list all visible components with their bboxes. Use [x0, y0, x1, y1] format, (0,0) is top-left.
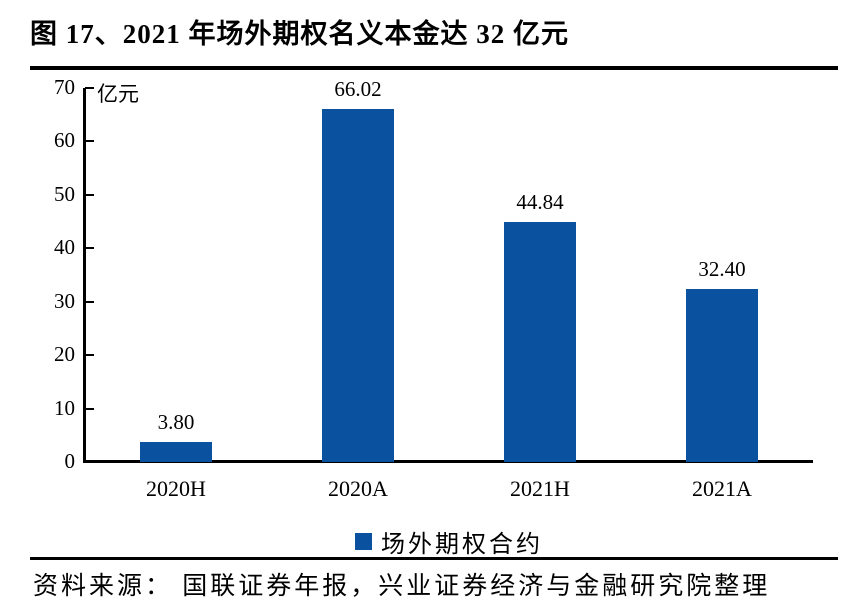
- y-tick-label: 20: [54, 342, 75, 367]
- legend-label: 场外期权合约: [381, 532, 543, 558]
- chart-legend: 场外期权合约: [85, 524, 813, 559]
- y-tick-label: 70: [54, 75, 75, 99]
- figure-title: 图 17、2021 年场外期权名义本金达 32 亿元: [30, 19, 569, 49]
- bar: [504, 222, 576, 462]
- y-tick-mark: [85, 247, 94, 250]
- y-tick-label: 0: [64, 449, 76, 473]
- legend-swatch: [355, 533, 372, 550]
- title-divider: [30, 66, 838, 70]
- x-category-label: 2021H: [510, 476, 570, 501]
- y-tick-mark: [85, 300, 94, 303]
- bar-value-label: 66.02: [334, 77, 382, 102]
- y-tick-label: 40: [54, 235, 75, 260]
- y-axis-unit-label: 亿元: [97, 82, 139, 106]
- source-note: 资料来源： 国联证券年报，兴业证券经济与金融研究院整理: [33, 573, 771, 600]
- y-tick-label: 30: [54, 288, 75, 313]
- bar-value-label: 44.84: [516, 190, 564, 215]
- y-tick-label: 60: [54, 128, 75, 153]
- bar: [140, 441, 212, 462]
- y-tick-mark: [85, 87, 94, 89]
- bar: [322, 109, 394, 462]
- y-tick-label: 50: [54, 181, 75, 206]
- y-tick-mark: [85, 193, 94, 196]
- y-tick-mark: [85, 140, 94, 143]
- y-tick-label: 10: [54, 395, 75, 420]
- bar: [686, 288, 758, 462]
- bar-chart: 亿元 0 10 20 30 40 50 60 70 3.80 2020H 66.02 2020A 44…: [0, 72, 859, 558]
- y-axis-line: [83, 88, 86, 463]
- bar-value-label: 32.40: [698, 256, 746, 281]
- y-tick-mark: [85, 407, 94, 410]
- bar-value-label: 3.80: [157, 409, 195, 434]
- y-tick-mark: [85, 354, 94, 357]
- x-category-label: 2020H: [146, 476, 206, 501]
- x-category-label: 2021A: [692, 476, 752, 501]
- x-axis-line: [83, 460, 813, 463]
- x-category-label: 2020A: [328, 476, 388, 501]
- footer-divider: [30, 557, 838, 560]
- y-tick-mark: [85, 461, 94, 463]
